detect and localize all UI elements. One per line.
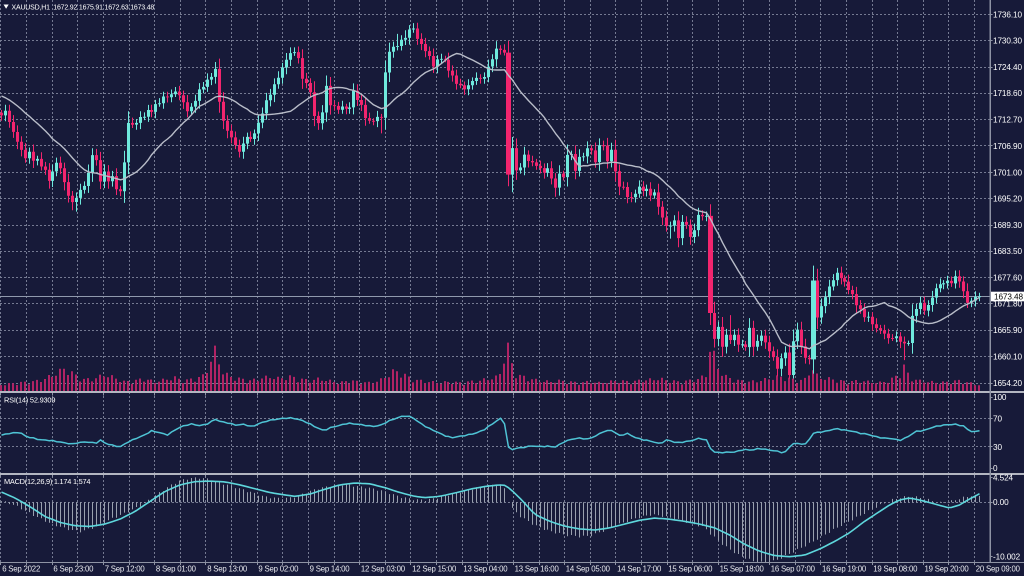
- svg-text:MACD(12,26,9) 1.174 1.574: MACD(12,26,9) 1.174 1.574: [4, 477, 90, 486]
- svg-text:6 Sep 2022: 6 Sep 2022: [2, 565, 40, 574]
- svg-text:9 Sep 02:00: 9 Sep 02:00: [258, 565, 299, 574]
- svg-text:XAUUSD,H1 1672.92 1675.91 167: XAUUSD,H1 1672.92 1675.91 1672.63 1673.4…: [12, 5, 155, 12]
- svg-text:8 Sep 01:00: 8 Sep 01:00: [156, 565, 197, 574]
- svg-text:1724.40: 1724.40: [993, 63, 1022, 72]
- svg-text:1712.70: 1712.70: [993, 116, 1022, 125]
- svg-text:1718.60: 1718.60: [993, 89, 1022, 98]
- svg-text:30: 30: [993, 443, 1002, 452]
- svg-text:8 Sep 13:00: 8 Sep 13:00: [207, 565, 248, 574]
- svg-text:1706.90: 1706.90: [993, 142, 1022, 151]
- svg-text:70: 70: [993, 414, 1002, 423]
- svg-text:-10.002: -10.002: [993, 553, 1021, 562]
- svg-text:13 Sep 04:00: 13 Sep 04:00: [463, 565, 508, 574]
- svg-text:1654.20: 1654.20: [993, 379, 1022, 388]
- svg-text:1671.80: 1671.80: [993, 300, 1022, 309]
- svg-text:0: 0: [993, 464, 998, 473]
- svg-text:100: 100: [993, 393, 1007, 402]
- svg-text:12 Sep 15:00: 12 Sep 15:00: [412, 565, 457, 574]
- svg-text:9 Sep 14:00: 9 Sep 14:00: [310, 565, 351, 574]
- svg-text:6 Sep 23:00: 6 Sep 23:00: [53, 565, 94, 574]
- svg-text:20 Sep 09:00: 20 Sep 09:00: [976, 565, 1021, 574]
- svg-text:16 Sep 19:00: 16 Sep 19:00: [822, 565, 867, 574]
- svg-text:1736.10: 1736.10: [993, 10, 1022, 19]
- svg-text:1677.60: 1677.60: [993, 274, 1022, 283]
- svg-text:1695.20: 1695.20: [993, 194, 1022, 203]
- svg-text:13 Sep 16:00: 13 Sep 16:00: [515, 565, 560, 574]
- svg-text:1683.50: 1683.50: [993, 247, 1022, 256]
- svg-text:1730.30: 1730.30: [993, 37, 1022, 46]
- svg-text:1673.48: 1673.48: [994, 293, 1023, 302]
- svg-text:7 Sep 12:00: 7 Sep 12:00: [105, 565, 146, 574]
- svg-text:15 Sep 06:00: 15 Sep 06:00: [668, 565, 713, 574]
- svg-text:1689.30: 1689.30: [993, 221, 1022, 230]
- svg-text:15 Sep 18:00: 15 Sep 18:00: [720, 565, 765, 574]
- svg-text:4.524: 4.524: [993, 474, 1014, 483]
- svg-text:12 Sep 03:00: 12 Sep 03:00: [361, 565, 406, 574]
- svg-text:1701.00: 1701.00: [993, 168, 1022, 177]
- svg-text:19 Sep 20:00: 19 Sep 20:00: [925, 565, 970, 574]
- svg-text:1660.10: 1660.10: [993, 352, 1022, 361]
- svg-text:14 Sep 05:00: 14 Sep 05:00: [566, 565, 611, 574]
- svg-text:14 Sep 17:00: 14 Sep 17:00: [617, 565, 662, 574]
- svg-text:RSI(14) 52.9309: RSI(14) 52.9309: [4, 395, 55, 404]
- svg-text:0.00: 0.00: [993, 498, 1009, 507]
- svg-text:16 Sep 07:00: 16 Sep 07:00: [771, 565, 816, 574]
- svg-text:1665.90: 1665.90: [993, 326, 1022, 335]
- svg-text:19 Sep 08:00: 19 Sep 08:00: [873, 565, 918, 574]
